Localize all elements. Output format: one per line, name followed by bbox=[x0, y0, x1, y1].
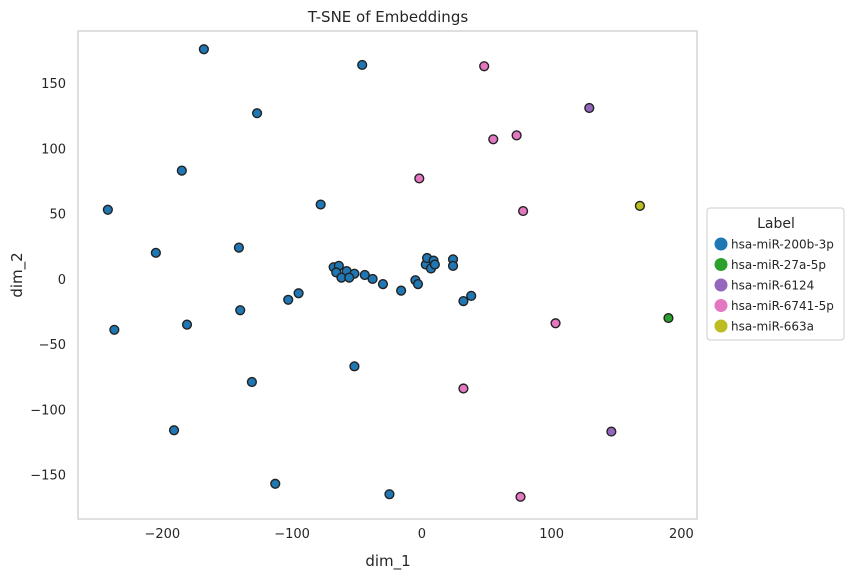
data-point-series-0 bbox=[109, 324, 120, 335]
data-point-series-0 bbox=[447, 260, 459, 271]
data-point-series-3 bbox=[414, 173, 425, 184]
data-point-series-0 bbox=[458, 295, 469, 307]
chart-title: T-SNE of Embeddings bbox=[307, 8, 468, 26]
data-point-series-0 bbox=[150, 247, 161, 258]
data-point-series-3 bbox=[511, 130, 522, 141]
data-point-series-0 bbox=[270, 478, 281, 489]
data-point-series-0 bbox=[429, 259, 440, 270]
y-tick-label: −100 bbox=[30, 403, 66, 418]
x-tick-label: −100 bbox=[274, 527, 310, 542]
x-tick-label: 0 bbox=[418, 527, 426, 542]
x-axis-ticks: −200 −100 0 100 200 bbox=[144, 527, 693, 542]
data-point-series-0 bbox=[198, 44, 209, 55]
data-point-series-0 bbox=[359, 269, 370, 281]
legend-label: hsa-miR-6741-5p bbox=[731, 299, 834, 313]
data-point-series-3 bbox=[515, 491, 526, 502]
y-tick-label: 100 bbox=[41, 142, 66, 157]
legend: Label hsa-miR-200b-3phsa-miR-27a-5phsa-m… bbox=[706, 207, 845, 341]
x-tick-label: 200 bbox=[669, 527, 694, 542]
data-point-series-0 bbox=[377, 279, 389, 290]
data-point-series-0 bbox=[168, 425, 180, 436]
y-tick-label: 0 bbox=[58, 273, 66, 288]
y-axis-ticks: −150 −100 −50 0 50 100 150 bbox=[30, 77, 66, 483]
legend-label: hsa-miR-6124 bbox=[731, 279, 814, 293]
data-point-series-3 bbox=[458, 383, 469, 394]
data-point-series-3 bbox=[488, 134, 499, 145]
data-point-series-1 bbox=[663, 312, 674, 324]
y-tick-label: 150 bbox=[41, 77, 66, 92]
legend-marker bbox=[714, 237, 728, 251]
legend-items: hsa-miR-200b-3p hsa-miR-27a-5p hsa-miR-612… bbox=[714, 237, 834, 334]
data-point-series-0 bbox=[293, 288, 304, 299]
y-tick-label: −50 bbox=[39, 338, 66, 353]
data-point-series-2 bbox=[606, 426, 617, 437]
legend-label: hsa-miR-200b-3p bbox=[731, 238, 834, 252]
data-point-series-3 bbox=[518, 205, 529, 217]
legend-marker bbox=[714, 299, 728, 312]
legend-box bbox=[706, 207, 845, 341]
data-point-series-0 bbox=[233, 242, 245, 253]
legend-marker bbox=[714, 319, 728, 333]
legend-title: Label bbox=[757, 216, 795, 232]
x-tick-label: −200 bbox=[144, 527, 180, 542]
data-point-series-3 bbox=[550, 318, 561, 329]
data-point-series-0 bbox=[357, 59, 368, 71]
data-point-series-0 bbox=[102, 204, 113, 215]
data-point-series-3 bbox=[479, 61, 490, 72]
data-point-series-0 bbox=[181, 319, 193, 330]
data-point-series-0 bbox=[251, 108, 263, 119]
x-tick-label: 100 bbox=[539, 527, 564, 542]
data-point-series-0 bbox=[176, 165, 187, 176]
y-tick-label: −150 bbox=[30, 469, 66, 484]
legend-label: hsa-miR-663a bbox=[731, 320, 814, 334]
data-point-series-2 bbox=[584, 102, 595, 114]
legend-marker bbox=[714, 258, 728, 271]
y-tick-label: 50 bbox=[49, 208, 66, 223]
y-axis-label: dim_2 bbox=[8, 252, 27, 297]
data-point-series-0 bbox=[349, 361, 360, 372]
legend-marker bbox=[714, 278, 728, 292]
data-point-series-0 bbox=[412, 279, 424, 290]
plot-area bbox=[77, 30, 698, 520]
data-point-series-0 bbox=[396, 285, 407, 296]
data-point-series-0 bbox=[246, 376, 257, 388]
data-point-series-0 bbox=[235, 305, 246, 316]
data-point-series-0 bbox=[466, 290, 477, 301]
data-point-series-0 bbox=[315, 199, 326, 210]
data-point-series-0 bbox=[283, 294, 294, 305]
data-point-series-4 bbox=[634, 200, 646, 211]
data-points bbox=[102, 44, 674, 502]
data-point-series-0 bbox=[384, 489, 395, 500]
data-point-series-0 bbox=[344, 272, 355, 283]
x-axis-label: dim_1 bbox=[365, 552, 410, 571]
legend-label: hsa-miR-27a-5p bbox=[731, 258, 826, 272]
data-point-series-0 bbox=[367, 273, 378, 285]
